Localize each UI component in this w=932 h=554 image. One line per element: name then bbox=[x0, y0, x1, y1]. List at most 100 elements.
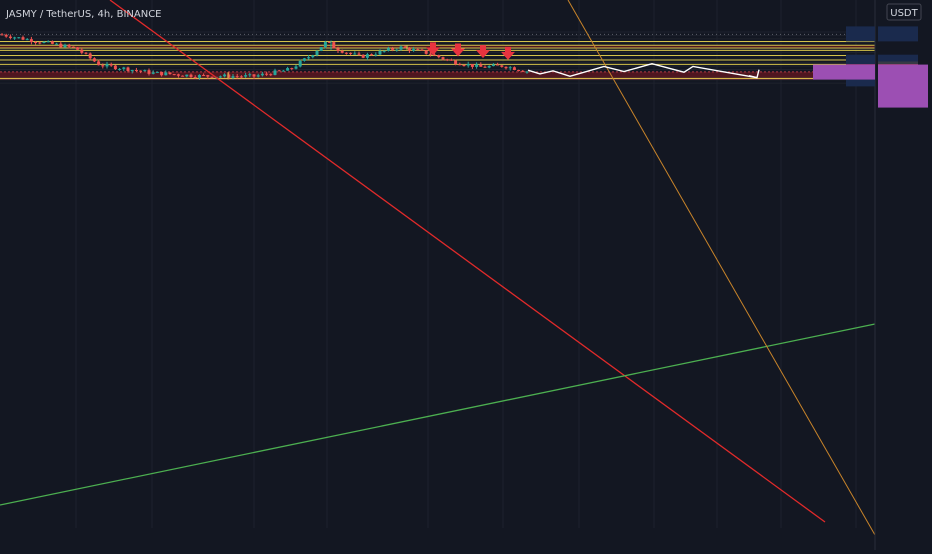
candle-body bbox=[340, 50, 344, 53]
candle-body bbox=[458, 64, 462, 66]
candle-body bbox=[315, 50, 319, 56]
candle-body bbox=[67, 44, 71, 47]
candle-body bbox=[302, 58, 306, 61]
candle-body bbox=[218, 76, 222, 78]
candle-body bbox=[71, 46, 75, 48]
candle-body bbox=[399, 46, 403, 50]
candle-body bbox=[164, 72, 168, 76]
candle-body bbox=[181, 75, 185, 77]
candle-body bbox=[122, 67, 126, 69]
candle-body bbox=[416, 49, 420, 51]
down-arrow-icon bbox=[476, 45, 490, 59]
candle-body bbox=[265, 73, 269, 75]
symbol-badge-value-bg bbox=[878, 64, 928, 108]
candle-body bbox=[168, 72, 172, 75]
candle-body bbox=[479, 64, 483, 67]
candle-body bbox=[483, 66, 487, 68]
candle-body bbox=[332, 42, 336, 49]
candle-body bbox=[151, 72, 155, 74]
candle-body bbox=[76, 47, 80, 50]
candle-body bbox=[357, 53, 361, 55]
candle-body bbox=[391, 48, 395, 50]
candle-body bbox=[290, 68, 294, 70]
support-zone bbox=[0, 71, 875, 78]
candle-body bbox=[197, 74, 201, 78]
price-badges bbox=[813, 26, 928, 108]
trend-lines bbox=[0, 0, 876, 536]
candle-body bbox=[512, 67, 516, 71]
candle-body bbox=[227, 74, 231, 78]
candle-body bbox=[252, 74, 256, 77]
candle-body bbox=[323, 41, 327, 48]
candle-body bbox=[344, 52, 348, 54]
candle-body bbox=[273, 70, 277, 75]
symbol-badge-label-bg bbox=[813, 64, 875, 80]
ascending-trendline-green bbox=[0, 323, 876, 506]
fib-retracement bbox=[0, 41, 875, 79]
candle-body bbox=[29, 39, 33, 43]
candle-body bbox=[21, 37, 25, 40]
candle-body bbox=[244, 75, 248, 77]
candle-body bbox=[80, 49, 84, 53]
candle-body bbox=[445, 59, 449, 61]
down-arrow-icon bbox=[451, 43, 465, 57]
candle-body bbox=[294, 66, 298, 69]
candle-body bbox=[428, 53, 432, 55]
candle-body bbox=[449, 59, 453, 61]
candle-body bbox=[260, 73, 264, 76]
candle-body bbox=[189, 74, 193, 78]
candle-body bbox=[412, 49, 416, 51]
candle-body bbox=[248, 74, 252, 76]
candle-body bbox=[143, 70, 147, 72]
candle-body bbox=[160, 71, 164, 76]
down-arrow-icon bbox=[501, 46, 515, 60]
candle-body bbox=[0, 34, 4, 36]
candle-body bbox=[462, 65, 466, 67]
candle-body bbox=[38, 42, 42, 44]
candle-body bbox=[176, 74, 180, 76]
candle-body bbox=[134, 69, 138, 71]
candle-body bbox=[193, 77, 197, 79]
candle-body bbox=[25, 39, 29, 41]
candle-body bbox=[403, 46, 407, 48]
symbol-title[interactable]: JASMY / TetherUS, 4h, BINANCE bbox=[5, 9, 162, 20]
descending-trendline-red bbox=[109, 0, 826, 523]
candle-body bbox=[365, 54, 369, 58]
currency-box[interactable] bbox=[886, 3, 922, 21]
projection bbox=[527, 62, 760, 79]
currency-label: USDT bbox=[890, 8, 918, 19]
candle-body bbox=[487, 66, 491, 68]
candle-body bbox=[374, 54, 378, 56]
candle-body bbox=[223, 74, 227, 77]
projection-arrowhead bbox=[748, 69, 760, 79]
candle-body bbox=[361, 54, 365, 58]
candle-body bbox=[239, 76, 243, 78]
candle-body bbox=[8, 36, 12, 39]
candle-body bbox=[441, 57, 445, 60]
candle-body bbox=[155, 71, 159, 73]
candle-body bbox=[470, 64, 474, 67]
candle-body bbox=[172, 74, 176, 76]
candle-body bbox=[231, 76, 235, 78]
candle-body bbox=[525, 71, 529, 73]
candle-body bbox=[97, 61, 101, 66]
candle-body bbox=[55, 43, 59, 45]
candle-body bbox=[437, 55, 441, 58]
candle-body bbox=[109, 64, 113, 66]
candle-body bbox=[269, 74, 273, 76]
candle-body bbox=[395, 49, 399, 51]
candle-body bbox=[370, 54, 374, 56]
candle-body bbox=[407, 47, 411, 51]
descending-trendline-orange bbox=[567, 0, 876, 536]
high-badge-value-bg bbox=[878, 26, 918, 42]
candle-body bbox=[34, 42, 38, 44]
candle-body bbox=[206, 75, 210, 77]
candle-body bbox=[521, 70, 525, 72]
candles bbox=[0, 33, 529, 80]
candle-body bbox=[420, 49, 424, 51]
high-badge-label-bg bbox=[846, 26, 875, 42]
candle-body bbox=[475, 64, 479, 67]
